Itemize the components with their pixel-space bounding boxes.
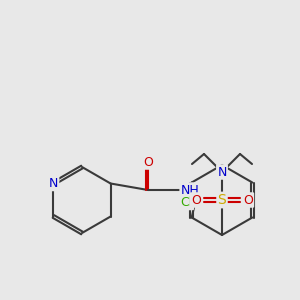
- Text: N: N: [217, 166, 227, 178]
- Text: N: N: [49, 177, 58, 190]
- Text: Cl: Cl: [181, 196, 193, 209]
- Text: S: S: [218, 193, 226, 207]
- Text: O: O: [143, 155, 153, 169]
- Text: O: O: [243, 194, 253, 206]
- Text: NH: NH: [181, 184, 200, 196]
- Text: O: O: [191, 194, 201, 206]
